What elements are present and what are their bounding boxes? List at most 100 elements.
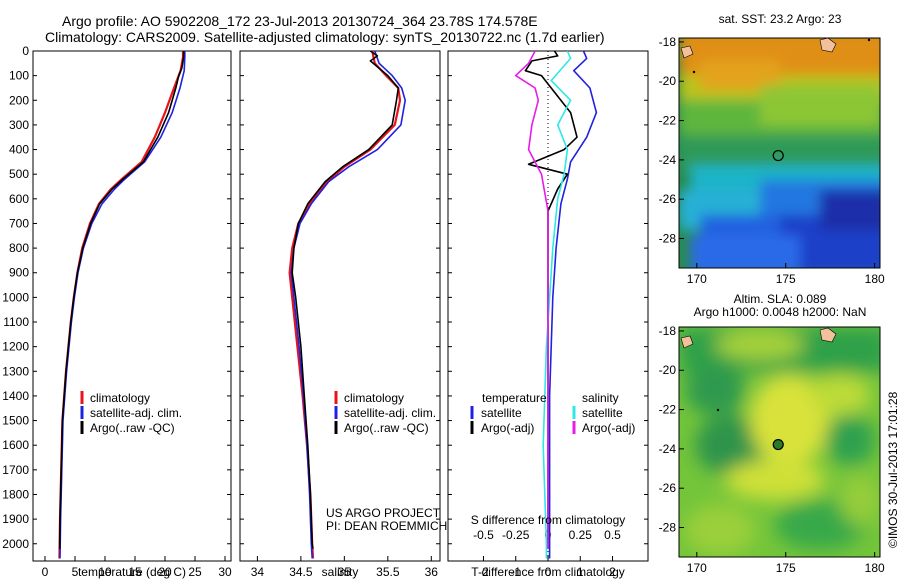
sst-map: sat. SST: 23.2 Argo: 23 bbox=[659, 12, 885, 286]
temperature-xlabel: temperature (deg C) bbox=[78, 565, 186, 579]
depth-tick-label: 500 bbox=[9, 167, 29, 181]
pi-annotation: PI: DEAN ROEMMICH bbox=[326, 519, 447, 533]
x-tick-label: -2 bbox=[478, 565, 489, 579]
depth-tick-label: 2000 bbox=[2, 537, 29, 551]
x-tick-label: 35 bbox=[338, 565, 352, 579]
t-difference-label: T difference from climatology bbox=[471, 565, 625, 579]
series-line-argo-raw-qc- bbox=[58, 51, 185, 549]
lat-tick-label: -20 bbox=[659, 74, 677, 88]
depth-tick-label: 200 bbox=[9, 93, 29, 107]
lat-tick-label: -18 bbox=[659, 324, 677, 338]
depth-tick-label: 600 bbox=[9, 192, 29, 206]
sla-argo-location-marker bbox=[772, 438, 784, 451]
depth-tick-label: 1700 bbox=[2, 463, 29, 477]
sst-map-frame bbox=[678, 37, 881, 269]
lat-tick-label: -28 bbox=[659, 232, 677, 246]
x-tick-label: 34.5 bbox=[289, 565, 313, 579]
lon-tick-label: 180 bbox=[865, 561, 885, 575]
depth-tick-label: 1600 bbox=[2, 438, 29, 452]
title-line-2: Climatology: CARS2009. Satellite-adjuste… bbox=[45, 29, 605, 45]
s-tick-label: 0.5 bbox=[604, 528, 621, 542]
s-tick-label: -0.25 bbox=[502, 528, 530, 542]
depth-tick-label: 800 bbox=[9, 241, 29, 255]
x-tick-label: 1 bbox=[577, 565, 584, 579]
sla-map-title-1: Altim. SLA: 0.089 bbox=[734, 292, 827, 306]
depth-tick-label: 900 bbox=[9, 266, 29, 280]
x-tick-label: 2 bbox=[609, 565, 616, 579]
depth-tick-label: 700 bbox=[9, 216, 29, 230]
depth-tick-label: 1300 bbox=[2, 364, 29, 378]
imos-stamp: ©IMOS 30-Jul-2013 17:01:28 bbox=[886, 391, 900, 548]
series-line-s-satellite bbox=[542, 51, 572, 559]
sla-map: Altim. SLA: 0.089 Argo h1000: 0.0048 h20… bbox=[659, 292, 885, 575]
x-tick-label: 20 bbox=[158, 565, 172, 579]
lat-tick-label: -22 bbox=[659, 114, 677, 128]
lat-tick-label: -24 bbox=[659, 442, 677, 456]
depth-axis: 0 100 200 300 400 500 600 700 800 900 1000 1100 1200… bbox=[2, 44, 29, 551]
legend-s-satellite: satellite bbox=[582, 406, 623, 420]
sla-map-frame bbox=[678, 326, 881, 558]
temperature-series bbox=[58, 51, 186, 559]
legend-s-argo: Argo(-adj) bbox=[582, 421, 635, 435]
salinity-legend: climatology satellite-adj. clim. Argo(..… bbox=[334, 391, 436, 435]
sst-argo-location-marker bbox=[772, 149, 784, 162]
series-line-s-argo-adj- bbox=[514, 51, 549, 549]
salinity-x-axis: 34 34.5 35 35.5 36 bbox=[240, 50, 440, 579]
lat-tick-label: -20 bbox=[659, 363, 677, 377]
difference-series bbox=[514, 51, 598, 561]
legend-t-satellite: satellite bbox=[481, 406, 522, 420]
legend-satellite-adj: satellite-adj. clim. bbox=[90, 406, 182, 420]
depth-tick-label: 0 bbox=[22, 44, 29, 58]
temperature-x-axis: 0 5 10 15 20 25 30 bbox=[33, 50, 232, 579]
x-tick-label: 15 bbox=[128, 565, 142, 579]
series-line-argo-raw-qc- bbox=[291, 51, 400, 549]
x-tick-label: 5 bbox=[72, 565, 79, 579]
difference-legend: temperature salinity satellite Argo(-adj… bbox=[470, 391, 635, 435]
lat-tick-label: -24 bbox=[659, 153, 677, 167]
sst-map-axes: 170 175 180 -18 -20 -22 -24 -26 -28 bbox=[659, 35, 885, 286]
salinity-panel: 34 34.5 35 35.5 36 salinity climatology sate… bbox=[239, 50, 447, 579]
x-tick-label: 34 bbox=[251, 565, 265, 579]
x-tick-label: 35.5 bbox=[376, 565, 400, 579]
lon-tick-label: 170 bbox=[687, 272, 707, 286]
x-tick-label: -1 bbox=[510, 565, 521, 579]
temperature-panel: 0100200300400500600700800900100011001200… bbox=[2, 44, 232, 579]
x-tick-label: 10 bbox=[98, 565, 112, 579]
title-line-1: Argo profile: AO 5902208_172 23-Jul-2013… bbox=[62, 13, 538, 29]
depth-tick-label: 1400 bbox=[2, 389, 29, 403]
legend-title-salinity: salinity bbox=[582, 391, 619, 405]
x-tick-label: 36 bbox=[425, 565, 439, 579]
lat-tick-label: -18 bbox=[659, 35, 677, 49]
legend-argo: Argo(..raw -QC) bbox=[90, 421, 175, 435]
lat-tick-label: -26 bbox=[659, 481, 677, 495]
salinity-axes-box bbox=[239, 50, 441, 562]
project-annotation: US ARGO PROJECT bbox=[326, 506, 441, 520]
lon-tick-label: 180 bbox=[865, 272, 885, 286]
lon-tick-label: 175 bbox=[776, 561, 796, 575]
depth-tick-label: 1500 bbox=[2, 414, 29, 428]
sst-map-field bbox=[679, 38, 880, 268]
s-tick-label: -0.5 bbox=[473, 528, 494, 542]
depth-tick-label: 1800 bbox=[2, 487, 29, 501]
salinity-series bbox=[288, 51, 406, 559]
salinity-xlabel: salinity bbox=[322, 565, 359, 579]
s-tick-label: 0.25 bbox=[569, 528, 593, 542]
legend-argo: Argo(..raw -QC) bbox=[344, 421, 429, 435]
temperature-legend: climatology satellite-adj. clim. Argo(..… bbox=[80, 391, 182, 435]
legend-t-argo: Argo(-adj) bbox=[481, 421, 534, 435]
sla-map-title-2: Argo h1000: 0.0048 h2000: NaN bbox=[694, 305, 867, 319]
x-tick-label: 25 bbox=[188, 565, 202, 579]
depth-tick-label: 1100 bbox=[3, 315, 29, 329]
lat-tick-label: -26 bbox=[659, 192, 677, 206]
s-difference-label: S difference from climatology bbox=[471, 513, 626, 527]
depth-tick-label: 1900 bbox=[2, 512, 29, 526]
lon-tick-label: 175 bbox=[776, 272, 796, 286]
depth-tick-label: 300 bbox=[9, 118, 29, 132]
x-tick-label: 30 bbox=[218, 565, 232, 579]
sla-map-field bbox=[679, 327, 880, 557]
sst-map-title: sat. SST: 23.2 Argo: 23 bbox=[719, 12, 842, 26]
lat-tick-label: -28 bbox=[659, 521, 677, 535]
depth-tick-label: 1200 bbox=[2, 340, 29, 354]
